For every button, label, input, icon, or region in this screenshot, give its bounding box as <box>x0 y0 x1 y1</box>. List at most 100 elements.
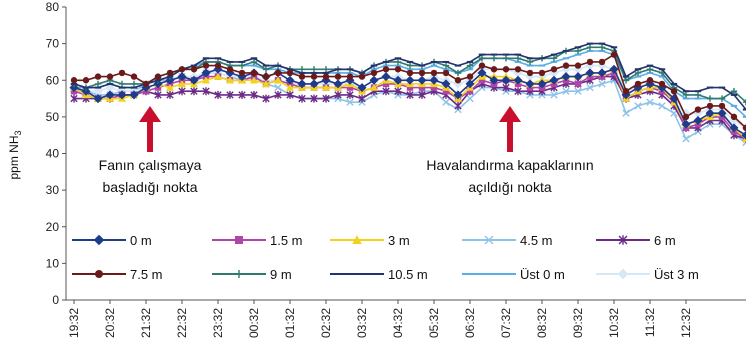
data-point <box>358 71 366 74</box>
data-point <box>238 60 246 63</box>
data-point <box>202 87 210 96</box>
data-point <box>238 90 246 99</box>
data-point <box>730 104 738 107</box>
legend-item: Üst 3 m <box>596 267 699 282</box>
data-point <box>189 75 199 85</box>
data-point <box>298 66 306 73</box>
data-point <box>550 53 558 56</box>
data-point <box>322 83 330 91</box>
data-point <box>514 55 522 62</box>
data-point <box>741 130 746 140</box>
data-point <box>369 75 379 85</box>
data-point <box>130 86 138 89</box>
data-point <box>442 69 450 77</box>
data-point <box>418 64 426 67</box>
data-point <box>154 79 162 82</box>
data-point <box>82 86 90 89</box>
legend-label: 10.5 m <box>388 267 428 282</box>
legend-marker <box>352 235 362 244</box>
data-point <box>634 69 642 77</box>
data-point <box>598 49 606 52</box>
data-point <box>382 87 390 96</box>
annotation-arrow-head <box>139 106 161 122</box>
data-point <box>226 66 234 73</box>
data-point <box>382 80 390 88</box>
data-point <box>166 75 174 78</box>
data-point <box>682 113 690 121</box>
data-point <box>322 71 330 74</box>
x-tick-label: 11:32 <box>643 308 657 337</box>
data-point <box>430 60 438 63</box>
data-point <box>646 77 654 84</box>
y-axis-label-subscript: 3 <box>13 130 23 135</box>
data-point <box>226 90 234 99</box>
data-point <box>490 55 498 62</box>
data-point <box>441 79 451 89</box>
data-point <box>694 91 702 99</box>
data-point <box>442 60 450 63</box>
x-tick-label: 22:32 <box>175 308 189 338</box>
data-point <box>646 66 654 73</box>
data-point <box>406 69 414 77</box>
legend-marker <box>93 234 105 246</box>
legend-label: 6 m <box>654 233 676 248</box>
data-point <box>478 77 486 84</box>
data-point <box>730 113 738 121</box>
data-point <box>81 86 91 96</box>
data-point <box>466 60 474 63</box>
data-point <box>466 62 474 69</box>
data-point <box>250 69 258 77</box>
x-ticks: 19:32 20:32 21:32 22:32 23:32 00:32 01:32 02:32… <box>67 300 693 338</box>
data-point <box>370 68 378 71</box>
data-point <box>634 75 642 78</box>
x-tick-label: 23:32 <box>211 308 225 338</box>
data-point <box>478 53 486 56</box>
x-tick-label: 05:32 <box>427 308 441 338</box>
data-point <box>718 102 726 110</box>
legend-label: Üst 3 m <box>654 267 699 282</box>
data-point <box>490 66 498 73</box>
data-point <box>214 72 222 80</box>
data-point <box>465 79 475 89</box>
x-tick-label: 10:32 <box>607 308 621 338</box>
data-point <box>622 75 630 78</box>
data-point <box>670 88 678 95</box>
data-point <box>94 73 102 80</box>
data-point <box>610 51 618 58</box>
data-point <box>190 87 198 96</box>
annotation-text: başladığı nokta <box>103 179 198 195</box>
data-point <box>142 80 150 88</box>
data-point <box>117 90 127 100</box>
series-10-5-m <box>70 42 746 111</box>
data-point <box>93 94 103 104</box>
data-point <box>550 66 558 73</box>
data-point <box>670 82 678 85</box>
data-point <box>418 84 426 91</box>
data-point <box>274 64 282 67</box>
data-point <box>250 57 258 60</box>
data-point <box>429 75 439 85</box>
annotation-arrow-head <box>499 106 521 122</box>
annotation-text: Fanın çalışmaya <box>99 157 202 173</box>
data-point <box>382 60 390 63</box>
legend-item: 1.5 m <box>212 233 303 248</box>
data-point <box>346 73 354 80</box>
legend-item: 3 m <box>330 233 410 248</box>
data-point <box>706 86 714 89</box>
data-point <box>262 64 270 67</box>
data-point <box>658 80 666 88</box>
annotation-arrow-shaft <box>507 118 513 152</box>
data-point <box>250 76 258 84</box>
data-point <box>190 64 198 67</box>
legend: 0 m 1.5 m 3 m 4.5 m 6 m 7.5 m 9 m 10.5 m Üst 0 m… <box>72 233 699 282</box>
data-point <box>658 75 666 78</box>
data-point <box>538 57 546 60</box>
data-point <box>694 106 702 113</box>
legend-marker <box>618 235 628 245</box>
x-tick-label: 03:32 <box>355 308 369 338</box>
data-point <box>705 108 715 118</box>
data-point <box>310 94 318 103</box>
data-point <box>118 86 126 89</box>
data-point <box>201 68 211 78</box>
